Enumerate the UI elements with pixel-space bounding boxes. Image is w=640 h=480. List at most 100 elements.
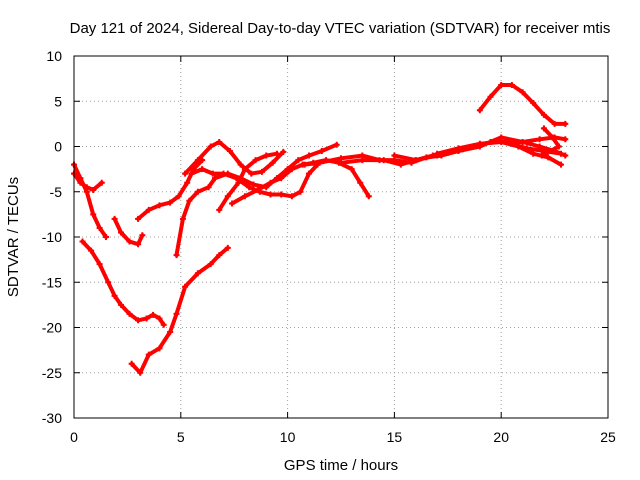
- data-point: [562, 120, 569, 127]
- data-point: [207, 261, 214, 268]
- data-point: [145, 206, 152, 213]
- data-point: [318, 148, 325, 155]
- data-point: [455, 145, 462, 152]
- data-point: [90, 186, 97, 193]
- data-point: [241, 193, 248, 200]
- data-point: [194, 157, 201, 164]
- data-series: [71, 81, 569, 376]
- data-point: [519, 138, 526, 145]
- data-point: [357, 179, 364, 186]
- data-point: [211, 175, 218, 182]
- data-point: [117, 229, 124, 236]
- data-point: [167, 199, 174, 206]
- data-point: [252, 157, 259, 164]
- data-point: [184, 179, 191, 186]
- data-point: [205, 184, 212, 191]
- series-track-1: [72, 162, 108, 239]
- data-point: [135, 241, 142, 248]
- data-point: [199, 166, 206, 173]
- data-point: [167, 329, 174, 336]
- data-point: [434, 150, 441, 157]
- data-point: [267, 179, 274, 186]
- data-point: [269, 159, 276, 166]
- data-point: [216, 252, 223, 259]
- data-point: [111, 215, 118, 222]
- x-tick-label: 10: [280, 429, 296, 445]
- data-point: [207, 143, 214, 150]
- data-point: [103, 234, 110, 240]
- y-tick-label: 0: [54, 139, 62, 155]
- data-point: [137, 369, 144, 376]
- data-point: [536, 143, 543, 150]
- data-point: [96, 224, 103, 231]
- data-point: [194, 270, 201, 277]
- data-point: [135, 317, 142, 324]
- data-point: [348, 166, 355, 173]
- data-point: [88, 247, 95, 254]
- data-point: [365, 193, 372, 200]
- data-point: [79, 238, 86, 245]
- data-point: [105, 279, 112, 286]
- data-point: [562, 136, 569, 143]
- data-point: [487, 93, 494, 100]
- data-point: [536, 136, 543, 143]
- data-point: [316, 159, 323, 166]
- data-point: [288, 166, 295, 173]
- data-point: [150, 311, 157, 318]
- data-point: [126, 310, 133, 317]
- data-point: [305, 170, 312, 177]
- data-point: [258, 168, 265, 175]
- y-tick-label: 10: [46, 48, 62, 64]
- data-point: [226, 148, 233, 155]
- data-point: [156, 345, 163, 352]
- x-tick-label: 0: [70, 429, 78, 445]
- data-point: [380, 157, 387, 164]
- data-point: [117, 301, 124, 308]
- data-point: [233, 175, 240, 182]
- y-tick-label: -30: [42, 410, 62, 426]
- data-point: [135, 215, 142, 222]
- data-point: [160, 321, 167, 328]
- data-point: [295, 157, 302, 164]
- y-tick-label: -5: [50, 184, 63, 200]
- data-point: [545, 154, 552, 161]
- data-point: [224, 244, 231, 251]
- x-tick-label: 25: [600, 429, 616, 445]
- data-point: [412, 157, 419, 164]
- data-point: [90, 211, 97, 218]
- data-point: [128, 360, 135, 367]
- data-point: [237, 161, 244, 168]
- data-point: [224, 193, 231, 200]
- data-point: [476, 140, 483, 147]
- y-tick-label: -10: [42, 229, 62, 245]
- y-tick-label: -20: [42, 320, 62, 336]
- data-point: [209, 170, 216, 177]
- data-point: [519, 89, 526, 96]
- data-point: [278, 175, 285, 182]
- grid: [74, 56, 608, 418]
- data-point: [194, 188, 201, 195]
- data-point: [188, 170, 195, 177]
- data-point: [126, 238, 133, 245]
- data-point: [229, 200, 236, 207]
- data-point: [263, 152, 270, 159]
- data-point: [220, 170, 227, 177]
- data-point: [530, 100, 537, 107]
- data-point: [338, 159, 344, 166]
- data-point: [515, 143, 522, 150]
- data-point: [397, 161, 404, 168]
- data-point: [540, 125, 547, 132]
- x-tick-label: 15: [387, 429, 403, 445]
- data-point: [555, 143, 562, 150]
- y-tick-label: 5: [54, 93, 62, 109]
- data-point: [246, 184, 253, 191]
- data-point: [145, 351, 152, 358]
- data-point: [156, 202, 163, 209]
- data-point: [173, 252, 180, 259]
- series-track-3: [80, 239, 166, 327]
- data-point: [305, 152, 312, 159]
- data-point: [280, 148, 287, 155]
- data-point: [498, 138, 505, 145]
- data-point: [182, 170, 189, 177]
